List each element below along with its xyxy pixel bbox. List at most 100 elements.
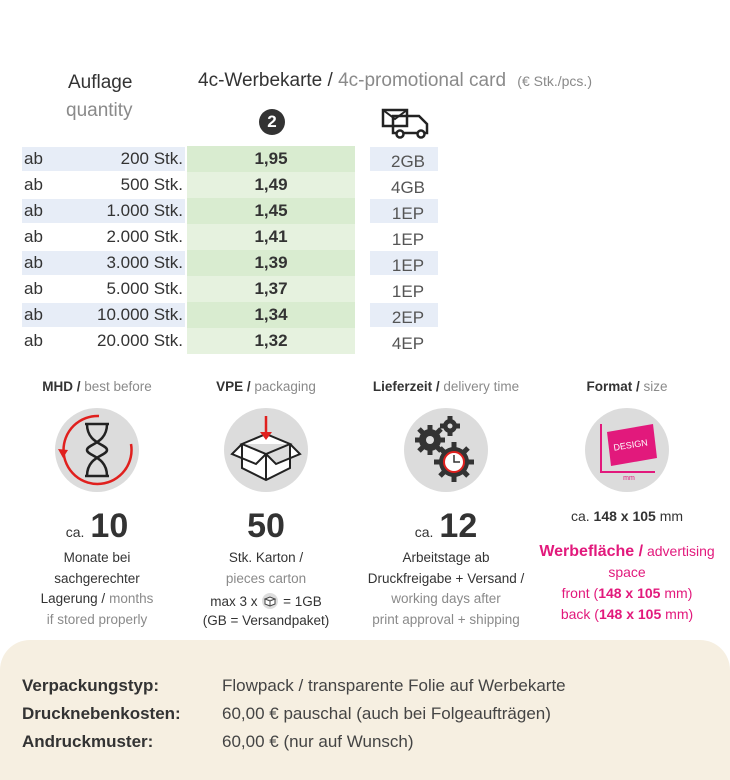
ship-cell-bg — [370, 147, 438, 171]
shipping: 1EP — [391, 230, 425, 249]
heading: Format / size — [532, 377, 722, 398]
heading-en: delivery time — [443, 379, 520, 394]
price-cell-bg — [187, 302, 355, 328]
quantity: 500 Stk. — [120, 175, 183, 194]
ab: ab — [24, 279, 43, 298]
footer-value: 60,00 € pauschal (auch bei Folgeaufträge… — [222, 704, 551, 723]
heading-de: Lieferzeit / — [372, 379, 440, 394]
unit: (€ Stk./pcs.) — [517, 73, 592, 89]
info-column: Format / size DESIGN mm ca. 148 x 105 mm… — [532, 377, 722, 625]
line-de: Druckfreigabe + Versand / — [367, 570, 525, 586]
quantity: 3.000 Stk. — [106, 253, 183, 272]
info-line: Lagerung / months — [2, 589, 192, 610]
lines: Arbeitstage ab Druckfreigabe + Versand / w… — [351, 548, 541, 630]
info-line: if stored properly — [2, 610, 192, 631]
row-stripe — [22, 251, 185, 275]
info-line: Monate bei — [2, 548, 192, 569]
line-en: working days after — [391, 591, 501, 606]
box-mini-icon — [262, 593, 279, 609]
line-en: print approval + shipping — [372, 611, 520, 627]
heading: VPE / packaging — [171, 377, 361, 398]
front-label: front ( — [561, 584, 599, 601]
info-column: MHD / best before ca. 10 Monate bei sachge… — [2, 377, 192, 630]
heading-de: Format / — [586, 379, 640, 394]
price-cell-bg — [187, 276, 355, 302]
product-title: 4c-Werbekarte / 4c-promotional card (€ S… — [198, 70, 592, 92]
number: 50 — [247, 507, 285, 545]
format-icon: DESIGN mm — [585, 407, 669, 492]
number: 10 — [90, 507, 129, 545]
ab: ab — [24, 201, 43, 220]
quantity: 1.000 Stk. — [106, 201, 183, 220]
footer-value: 60,00 € (nur auf Wunsch) — [222, 732, 414, 751]
size: ca. 148 x 105 mm — [532, 506, 722, 527]
heading-en: size — [643, 379, 668, 394]
info-line: working days after — [351, 589, 541, 610]
line-en: months — [109, 591, 154, 606]
ab: ab — [24, 227, 43, 246]
quantity: 10.000 Stk. — [96, 305, 183, 324]
ship-cell-bg — [370, 303, 438, 327]
row-stripe — [22, 147, 185, 171]
quantity-label: Auflage — [68, 72, 133, 93]
price: 1,49 — [254, 175, 288, 194]
truck-icon — [381, 108, 429, 139]
ab: ab — [24, 175, 43, 194]
back-label: back ( — [560, 605, 599, 622]
note-before: max 3 x — [210, 594, 258, 609]
info-line: Stk. Karton / — [171, 548, 361, 569]
heading-de: MHD / — [42, 379, 81, 394]
info-line: print approval + shipping — [351, 610, 541, 631]
size-value: 148 x 105 — [593, 508, 656, 524]
advertising-space: Werbefläche / advertising space front (1… — [532, 541, 722, 625]
footer-label: Verpackungstyp: — [22, 676, 159, 695]
shipping: 2EP — [391, 308, 425, 327]
heading-en: best before — [84, 379, 152, 394]
price: 1,37 — [254, 279, 288, 298]
info-line: sachgerechter — [2, 569, 192, 590]
price-cell-bg — [187, 328, 355, 354]
footer-label: Drucknebenkosten: — [22, 704, 181, 723]
price: 1,41 — [254, 227, 288, 246]
quantity-label-en: quantity — [66, 100, 133, 121]
product-de: 4c-Werbekarte / — [198, 70, 333, 91]
footer-label: Andruckmuster: — [22, 732, 154, 751]
front-value: 148 x 105 — [598, 584, 661, 601]
ab: ab — [24, 253, 43, 272]
info-line: Arbeitstage ab — [351, 548, 541, 569]
line-de: Arbeitstage ab — [402, 550, 490, 565]
line-de: Stk. Karton / — [228, 550, 304, 565]
footer-box — [0, 640, 730, 780]
line-de: Monate bei — [63, 550, 131, 565]
hourglass-icon — [55, 407, 139, 492]
icon-unit: mm — [623, 475, 635, 482]
note-line2: (GB = Versandpaket) — [202, 613, 330, 628]
shipping: 4GB — [390, 178, 426, 197]
price-cell-bg — [187, 172, 355, 198]
size-unit: mm — [659, 508, 684, 524]
info-column: Lieferzeit / delivery time ca. 12 Arbeits… — [351, 377, 541, 630]
shipping: 1EP — [391, 282, 425, 301]
gears-icon — [404, 407, 488, 492]
row-stripe — [22, 303, 185, 327]
product-en: 4c-promotional card — [338, 70, 507, 91]
price: 1,45 — [254, 201, 288, 220]
footer-value: Flowpack / transparente Folie auf Werbek… — [222, 676, 566, 695]
line-de: sachgerechter — [54, 570, 140, 586]
back-value: 148 x 105 — [598, 605, 662, 622]
lines: Stk. Karton / pieces carton — [171, 548, 361, 589]
heading: Lieferzeit / delivery time — [351, 377, 541, 398]
ab: ab — [24, 305, 43, 324]
info-line: Druckfreigabe + Versand / — [351, 569, 541, 590]
quantity: 20.000 Stk. — [96, 331, 183, 350]
lines: Monate bei sachgerechter Lagerung / months i… — [2, 548, 192, 630]
shipping: 1EP — [391, 204, 425, 223]
line-de: Lagerung / — [40, 591, 106, 606]
size-prefix: ca. — [570, 508, 590, 524]
line-en: if stored properly — [46, 611, 148, 627]
prefix: ca. — [65, 524, 85, 540]
heading-de: VPE / — [216, 379, 251, 394]
adv-title: Werbefläche / — [539, 542, 644, 560]
front-unit: mm) — [664, 584, 693, 601]
